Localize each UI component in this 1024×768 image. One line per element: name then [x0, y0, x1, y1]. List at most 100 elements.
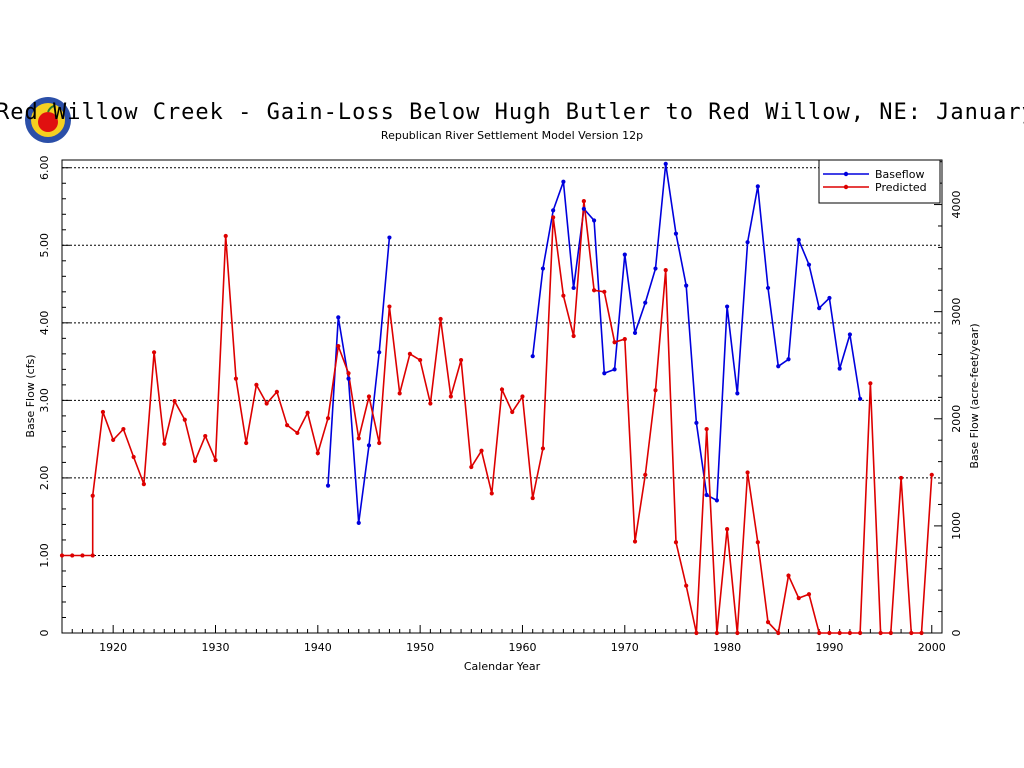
series-predicted-point [428, 401, 433, 406]
series-predicted-point [377, 440, 382, 446]
series-predicted-point [622, 337, 627, 342]
series-predicted-point [694, 630, 699, 636]
series-predicted-point [540, 446, 546, 451]
y-axis-ticks: 0 1.00 2.00 3.00 4.00 5.00 6.00 [38, 156, 70, 637]
series-predicted-point [305, 410, 310, 415]
series-predicted-point [827, 630, 832, 636]
series-predicted-point [59, 553, 65, 558]
series-predicted-point [868, 381, 873, 386]
series-predicted-point [898, 475, 904, 481]
series-baseflow-point [735, 391, 740, 396]
series-predicted-point [591, 288, 597, 293]
series-predicted-point [192, 458, 198, 463]
series-predicted-point [684, 583, 689, 588]
series-baseflow-point [377, 350, 382, 355]
series-predicted-point [182, 417, 187, 422]
x-tick-label: 1960 [508, 641, 536, 654]
series-predicted-point [213, 457, 218, 463]
y2-tick-label: 2000 [950, 405, 963, 433]
series-predicted-point [151, 350, 157, 355]
series-baseflow-point [725, 304, 730, 309]
series-baseflow-point [837, 366, 842, 371]
series-baseflow-point [551, 208, 556, 213]
series-points [59, 161, 934, 636]
series-baseflow-point [632, 330, 638, 336]
x-tick-label: 1940 [304, 641, 332, 654]
series-predicted-point [551, 215, 556, 220]
series-baseflow-point [602, 371, 607, 376]
series-baseflow-point [366, 443, 372, 448]
series-predicted-point [264, 401, 269, 406]
series-predicted-point [448, 394, 453, 399]
series-predicted-point [387, 304, 392, 309]
series-baseflow-point [827, 295, 832, 301]
chart-title: Red Willow Creek - Gain-Loss Below Hugh … [0, 98, 1024, 128]
legend-predicted-label: Predicted [875, 181, 927, 194]
series-baseflow-point [745, 240, 750, 245]
legend: Baseflow Predicted [818, 159, 941, 204]
series-predicted-point [612, 340, 617, 345]
series-predicted-point [325, 416, 331, 421]
x-tick-label: 1980 [713, 641, 741, 654]
series-predicted-point [162, 441, 167, 446]
series-predicted-point [254, 382, 259, 387]
series-predicted-point [90, 553, 95, 558]
series-predicted-point [602, 289, 607, 294]
series-predicted-point [530, 495, 535, 501]
series-predicted-point [90, 493, 95, 498]
series-baseflow-point [643, 300, 648, 305]
series-baseflow-point [704, 492, 709, 498]
y-tick-label: 4.00 [38, 311, 51, 336]
series-predicted-point [745, 470, 750, 475]
series-predicted-point [346, 371, 351, 376]
series-baseflow-point [786, 357, 791, 362]
x-tick-label: 1930 [201, 641, 229, 654]
series-predicted-point [141, 482, 146, 487]
series-baseflow-point [653, 266, 658, 271]
series-predicted-point [806, 592, 812, 597]
series-predicted-point [765, 620, 771, 625]
series-predicted-point [858, 630, 863, 636]
legend-baseflow-label: Baseflow [875, 168, 924, 181]
series-predicted-point [469, 464, 474, 470]
series-predicted-point [909, 630, 914, 636]
y-tick-label: 6.00 [38, 156, 51, 181]
series-baseflow-point [356, 520, 361, 525]
series-predicted-point [285, 423, 290, 428]
series-predicted-point [571, 333, 576, 339]
series-predicted-point [581, 198, 586, 204]
series-predicted-point [888, 630, 893, 636]
series-predicted-point [561, 293, 566, 298]
series-predicted-point [121, 426, 126, 432]
y2-axis-ticks: 0 1000 2000 3000 4000 [934, 161, 963, 637]
series-predicted-point [643, 472, 648, 477]
series-predicted-point [847, 630, 853, 636]
y-tick-label: 1.00 [38, 543, 51, 568]
series-predicted-point [70, 553, 75, 558]
y2-tick-label: 1000 [950, 512, 963, 540]
series-predicted-point [366, 394, 372, 399]
legend-predicted-marker [843, 184, 849, 190]
series-baseflow-point [336, 315, 341, 320]
series-baseflow-point [530, 354, 535, 359]
y-tick-label: 3.00 [38, 388, 51, 413]
series-predicted-point [479, 448, 484, 453]
series-baseflow-point [561, 179, 566, 184]
gridlines [62, 167, 942, 556]
series-baseflow-point [796, 237, 801, 242]
y2-tick-label: 4000 [950, 191, 963, 219]
series-baseflow-point [346, 376, 351, 381]
series-baseflow-point [684, 283, 689, 288]
series-predicted-point [776, 630, 781, 636]
x-tick-label: 1920 [99, 641, 127, 654]
y-tick-label: 0 [38, 630, 51, 637]
series-predicted-point [336, 343, 341, 349]
series-predicted-point [673, 540, 679, 545]
series-baseflow-line [531, 163, 861, 502]
series-predicted-point [356, 436, 361, 441]
x-tick-label: 1970 [611, 641, 639, 654]
chart-subtitle: Republican River Settlement Model Versio… [380, 129, 644, 142]
series-baseflow-point [581, 206, 586, 211]
series-baseflow-point [858, 396, 863, 401]
